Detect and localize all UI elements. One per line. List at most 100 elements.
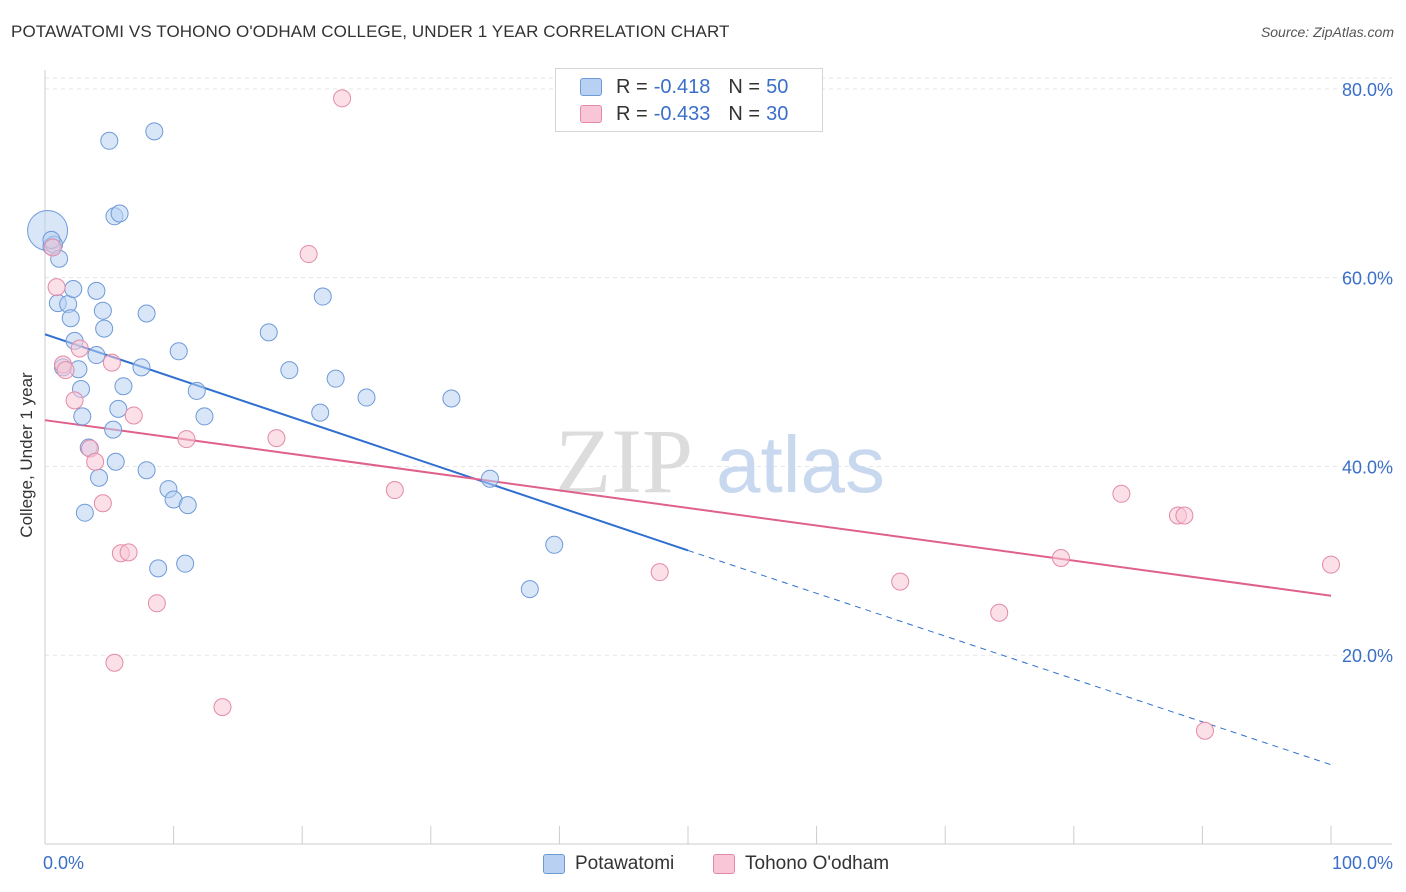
potawatomi-point bbox=[280, 361, 299, 380]
potawatomi-point bbox=[100, 131, 119, 150]
chart-title: POTAWATOMI VS TOHONO O'ODHAM COLLEGE, UN… bbox=[11, 22, 730, 41]
potawatomi-trend-line bbox=[44, 333, 689, 552]
potawatomi-point bbox=[132, 358, 151, 377]
potawatomi-point bbox=[61, 309, 80, 328]
y-axis-label: College, Under 1 year bbox=[17, 372, 36, 538]
tohono-point bbox=[385, 481, 404, 500]
legend-r-label: R = bbox=[616, 75, 648, 98]
legend-swatch-tohono bbox=[580, 105, 602, 123]
bottom-legend-tohono: Tohono O'odham bbox=[713, 852, 889, 876]
potawatomi-point bbox=[87, 281, 106, 300]
tohono-point bbox=[93, 494, 112, 513]
tohono-point bbox=[1195, 721, 1214, 740]
potawatomi-point bbox=[520, 580, 539, 599]
tohono-point bbox=[990, 603, 1009, 622]
potawatomi-point bbox=[75, 503, 94, 522]
tick-labels: 20.0% 40.0% 60.0% 80.0% 0.0% 100.0% bbox=[43, 80, 1393, 873]
trend-lines bbox=[44, 333, 1332, 766]
tohono-point bbox=[1175, 506, 1194, 525]
potawatomi-point bbox=[169, 342, 188, 361]
tohono-point bbox=[124, 406, 143, 425]
tohono-point bbox=[102, 353, 121, 372]
potawatomi-point bbox=[95, 319, 114, 338]
tohono-point bbox=[86, 452, 105, 471]
potawatomi-point bbox=[137, 461, 156, 480]
tohono-point bbox=[1322, 555, 1340, 574]
bottom-legend-label: Tohono O'odham bbox=[745, 853, 890, 874]
axes bbox=[44, 70, 1392, 845]
bottom-legend-swatch-tohono bbox=[713, 854, 735, 874]
potawatomi-point bbox=[114, 377, 133, 396]
data-points bbox=[27, 89, 1340, 740]
y-tick-label: 40.0% bbox=[1342, 457, 1393, 477]
legend-n-label: N = bbox=[728, 102, 761, 125]
potawatomi-point bbox=[106, 452, 125, 471]
y-tick-label: 20.0% bbox=[1342, 646, 1393, 666]
potawatomi-point bbox=[326, 369, 345, 388]
grid-lines bbox=[45, 77, 1392, 656]
potawatomi-point bbox=[442, 389, 461, 408]
bottom-legend-potawatomi: Potawatomi bbox=[543, 852, 674, 876]
watermark-zip: ZIP bbox=[555, 410, 693, 512]
y-tick-label: 60.0% bbox=[1342, 269, 1393, 289]
tohono-point bbox=[1112, 484, 1131, 503]
potawatomi-point bbox=[195, 407, 214, 426]
potawatomi-point bbox=[311, 403, 330, 422]
potawatomi-point bbox=[149, 559, 168, 578]
legend-swatch-potawatomi bbox=[580, 78, 602, 96]
x-tick-label: 100.0% bbox=[1332, 853, 1393, 873]
potawatomi-point bbox=[187, 381, 206, 400]
potawatomi-trend-extension bbox=[687, 549, 1332, 766]
legend-n-value: 50 bbox=[766, 75, 789, 98]
potawatomi-point bbox=[357, 388, 376, 407]
tohono-point bbox=[177, 430, 196, 449]
legend-r-label: R = bbox=[616, 102, 648, 125]
tohono-point bbox=[119, 543, 138, 562]
tohono-point bbox=[299, 245, 318, 264]
tohono-point bbox=[47, 278, 66, 297]
potawatomi-point bbox=[110, 204, 129, 223]
potawatomi-point bbox=[176, 554, 195, 573]
potawatomi-point bbox=[178, 496, 197, 515]
tohono-point bbox=[43, 238, 62, 257]
potawatomi-point bbox=[64, 279, 83, 298]
potawatomi-point bbox=[313, 287, 332, 306]
tohono-point bbox=[1051, 548, 1070, 567]
tohono-point bbox=[56, 361, 75, 380]
tohono-point bbox=[65, 391, 84, 410]
potawatomi-point bbox=[104, 420, 123, 439]
tohono-point bbox=[891, 572, 910, 591]
legend-n-label: N = bbox=[728, 75, 761, 98]
potawatomi-point bbox=[259, 323, 278, 342]
source-label: Source: ZipAtlas.com bbox=[1260, 24, 1394, 40]
tohono-point bbox=[147, 594, 166, 613]
tohono-point bbox=[105, 653, 124, 672]
y-tick-label: 80.0% bbox=[1342, 80, 1393, 100]
potawatomi-point bbox=[90, 468, 109, 487]
tohono-trend-line bbox=[44, 419, 1332, 597]
bottom-legend-label: Potawatomi bbox=[575, 853, 675, 874]
potawatomi-point bbox=[73, 407, 92, 426]
correlation-legend: R = -0.418 N = 50 R = -0.433 N = 30 bbox=[555, 68, 823, 132]
legend-r-value: -0.433 bbox=[653, 102, 711, 125]
potawatomi-point bbox=[480, 469, 499, 488]
tohono-point bbox=[70, 339, 89, 358]
potawatomi-point bbox=[93, 301, 112, 320]
legend-row-potawatomi: R = -0.418 N = 50 bbox=[580, 75, 806, 99]
potawatomi-point bbox=[137, 304, 156, 323]
x-tick-label: 0.0% bbox=[43, 853, 84, 873]
bottom-legend-swatch-potawatomi bbox=[543, 854, 565, 874]
watermark-atlas: atlas bbox=[716, 420, 885, 509]
tohono-point bbox=[650, 563, 669, 582]
tohono-point bbox=[333, 89, 352, 108]
tohono-point bbox=[213, 698, 232, 717]
potawatomi-point bbox=[109, 399, 128, 418]
legend-r-value: -0.418 bbox=[653, 75, 711, 98]
tohono-point bbox=[267, 429, 286, 448]
potawatomi-point bbox=[145, 122, 164, 141]
potawatomi-point bbox=[545, 535, 564, 554]
legend-row-tohono: R = -0.433 N = 30 bbox=[580, 102, 806, 126]
legend-n-value: 30 bbox=[766, 102, 789, 125]
potawatomi-point bbox=[87, 346, 106, 365]
